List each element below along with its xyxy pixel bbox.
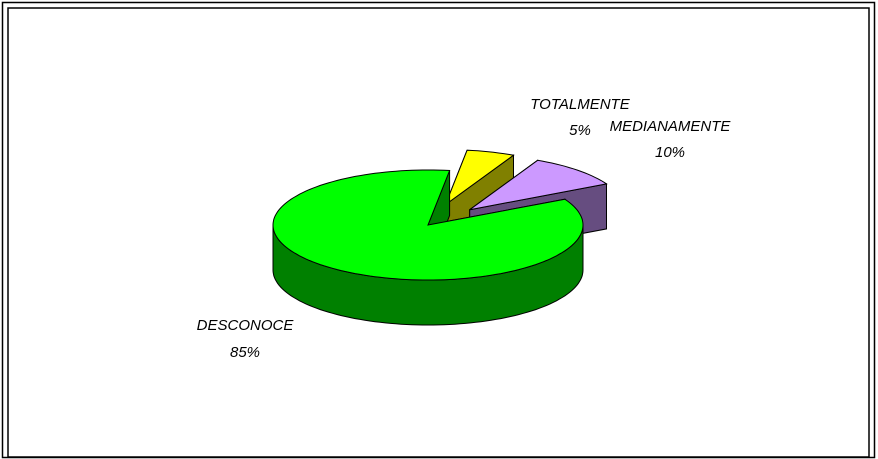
pie-slice (272, 169, 584, 281)
slice-value-label: 85% (230, 344, 260, 361)
slice-value-label: 10% (655, 144, 685, 161)
pie-slice (444, 149, 515, 207)
inner-frame (7, 7, 870, 458)
pie-slice (469, 159, 608, 211)
slice-label: DESCONOCE (197, 317, 295, 334)
slice-label: MEDIANAMENTE (610, 118, 732, 135)
slice-label: TOTALMENTE (530, 96, 630, 113)
slice-value-label: 5% (569, 122, 591, 139)
